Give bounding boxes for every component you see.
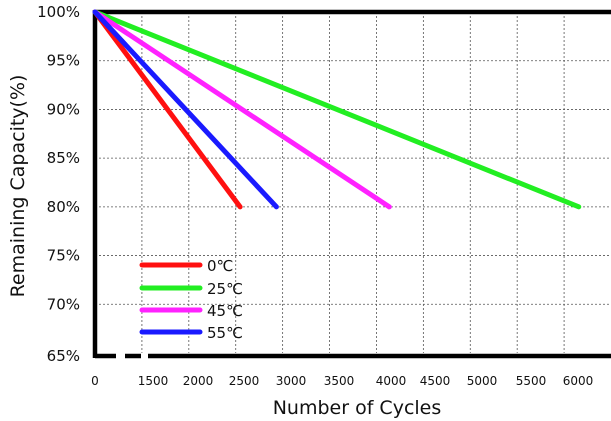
legend: 0℃ 25℃ 45℃ 55℃ [139,257,243,342]
x-tick-label: 0 [91,374,99,388]
series-line [92,9,279,210]
x-tick-label: 4500 [420,374,451,388]
y-tick-label: 85% [47,149,80,167]
x-tick-label: 3000 [276,374,307,388]
x-tick-label: 2500 [229,374,260,388]
x-tick-label: 5500 [516,374,547,388]
legend-label: 0℃ [207,257,233,275]
legend-label: 55℃ [207,324,243,342]
x-tick-label: 6000 [563,374,594,388]
y-tick-label: 100% [37,3,80,21]
x-tick-label: 2000 [183,374,214,388]
y-tick-label: 70% [47,295,80,313]
x-axis-label: Number of Cycles [273,397,442,419]
x-tick-labels: 0 1500 2000 2500 3000 3500 4000 4500 5000 5500 600… [91,374,593,388]
plot-frame [92,9,611,359]
x-tick-label: 4000 [376,374,407,388]
x-tick-label: 5000 [467,374,498,388]
y-tick-label: 90% [47,100,80,118]
series-line [92,9,392,210]
y-tick-label: 65% [47,347,80,365]
x-tick-label: 1500 [138,374,169,388]
legend-label: 25℃ [207,280,243,298]
y-axis-label: Remaining Capacity(%) [7,75,29,298]
series-lines [92,9,582,210]
y-tick-label: 80% [47,198,80,216]
y-tick-labels: 100% 95% 90% 85% 80% 75% 70% 65% [37,3,80,365]
x-tick-label: 3500 [324,374,355,388]
y-tick-label: 95% [47,52,80,70]
series-line [92,9,243,210]
series-line [92,9,582,210]
legend-label: 45℃ [207,302,243,320]
y-tick-label: 75% [47,247,80,265]
grid [95,11,611,353]
